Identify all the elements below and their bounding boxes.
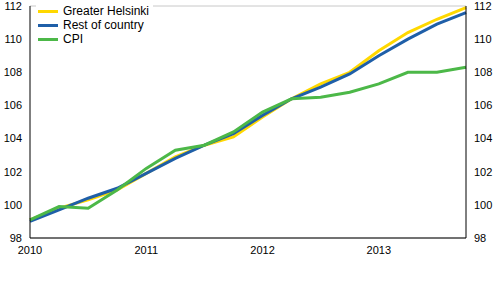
svg-text:108: 108 [8, 66, 22, 78]
svg-text:110: 110 [8, 33, 22, 45]
svg-text:2012: 2012 [250, 244, 274, 256]
svg-text:100: 100 [474, 199, 486, 211]
svg-text:102: 102 [474, 166, 486, 178]
svg-text:2011: 2011 [134, 244, 158, 256]
svg-text:102: 102 [8, 166, 22, 178]
svg-text:104: 104 [474, 132, 486, 144]
html-text:CPI: CPI [63, 32, 83, 46]
svg-text:106: 106 [8, 99, 22, 111]
svg-text:2010: 2010 [18, 244, 42, 256]
svg-text:112: 112 [474, 0, 486, 12]
svg-text:2013: 2013 [367, 244, 391, 256]
svg-text:108: 108 [474, 66, 486, 78]
svg-text:112: 112 [8, 0, 22, 12]
html-text:Rest of country: Rest of country [63, 18, 144, 32]
svg-text:110: 110 [474, 33, 486, 45]
svg-text:98: 98 [10, 232, 22, 244]
svg-text:100: 100 [8, 199, 22, 211]
svg-text:98: 98 [474, 232, 486, 244]
svg-text:104: 104 [8, 132, 22, 144]
svg-text:106: 106 [474, 99, 486, 111]
html-text:Greater Helsinki: Greater Helsinki [63, 4, 149, 18]
